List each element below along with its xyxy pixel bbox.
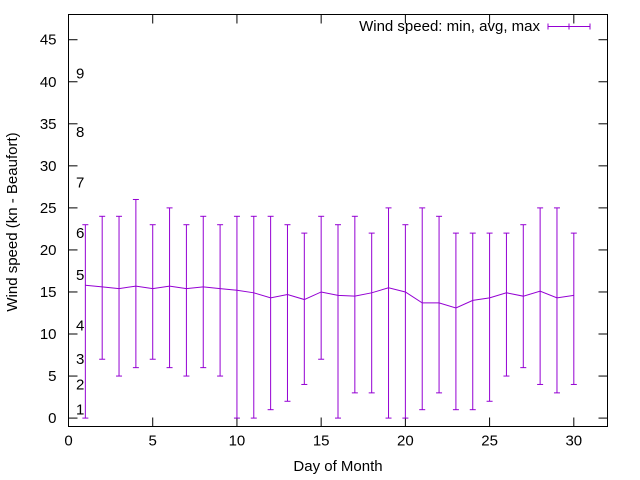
x-axis-label: Day of Month [293,458,382,475]
beaufort-label: 7 [76,175,84,192]
beaufort-label: 3 [76,351,84,368]
x-tick-label: 20 [397,433,414,450]
x-tick-label: 25 [481,433,498,450]
y-tick-label: 0 [48,410,56,427]
y-axis-label: Wind speed (kn - Beaufort) [4,132,21,311]
y-tick-label: 35 [40,116,57,133]
beaufort-annotations: 1 2 3 4 5 6 7 8 9 [76,65,84,418]
y-tick-label: 25 [40,200,57,217]
plot-axes [68,14,608,427]
beaufort-label: 2 [76,376,84,393]
series-layer [82,198,577,419]
y-tick-label: 20 [40,242,57,259]
beaufort-label: 9 [76,65,84,82]
x-tick-label: 30 [565,433,582,450]
x-axis-ticks: 0 5 10 15 20 25 30 [64,14,582,450]
legend: Wind speed: min, avg, max [359,18,591,35]
beaufort-label: 1 [76,402,84,419]
beaufort-label: 6 [76,225,84,242]
y-tick-label: 15 [40,284,57,301]
y-tick-label: 10 [40,326,57,343]
x-tick-label: 5 [149,433,157,450]
beaufort-label: 4 [76,318,84,335]
x-tick-label: 10 [229,433,246,450]
beaufort-label: 5 [76,267,84,284]
x-tick-label: 15 [313,433,330,450]
beaufort-label: 8 [76,124,84,141]
y-tick-label: 40 [40,74,57,91]
average-line [85,284,574,309]
y-tick-label: 5 [48,368,56,385]
y-tick-label: 45 [40,32,57,49]
legend-sample-errorbar [547,23,591,30]
legend-entry-label: Wind speed: min, avg, max [359,18,540,35]
y-tick-label: 30 [40,158,57,175]
plot-frame [68,14,608,427]
x-tick-label: 0 [64,433,72,450]
